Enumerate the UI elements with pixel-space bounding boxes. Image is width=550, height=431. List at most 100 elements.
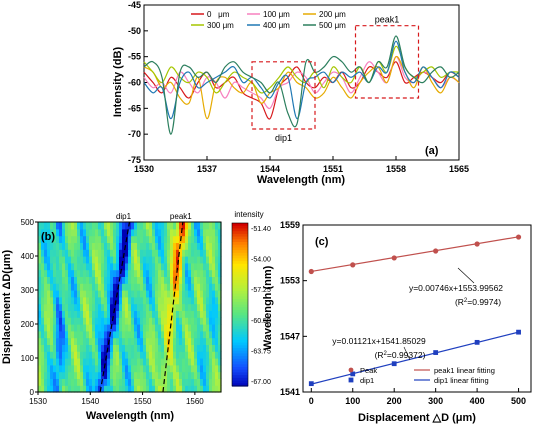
heatmap-cell: [149, 269, 153, 277]
panel-a-ytick-label: -45: [128, 0, 141, 10]
heatmap-cell: [143, 262, 147, 271]
heatmap-cell: [122, 317, 126, 325]
heatmap-cell: [104, 283, 108, 291]
heatmap-cell: [179, 283, 183, 291]
heatmap-cell: [161, 283, 165, 291]
heatmap-cell: [116, 378, 120, 386]
heatmap-cell: [107, 351, 111, 359]
heatmap-cell: [140, 310, 144, 318]
heatmap-cell: [182, 235, 186, 243]
heatmap-cell: [155, 310, 159, 318]
panel-c-xtick-label: 0: [309, 396, 314, 406]
heatmap-cell: [128, 364, 132, 373]
heatmap-cell: [161, 364, 165, 373]
heatmap-cell: [92, 364, 96, 373]
colorbar-segment: [232, 223, 248, 227]
heatmap-cell: [50, 262, 54, 271]
heatmap-cell: [218, 303, 222, 311]
heatmap-cell: [92, 262, 96, 271]
heatmap-cell: [41, 222, 45, 230]
colorbar-segment: [232, 269, 248, 273]
heatmap-cell: [152, 344, 156, 352]
heatmap-cell: [62, 235, 66, 243]
colorbar-segment: [232, 293, 248, 297]
heatmap-cell: [209, 256, 213, 264]
heatmap-cell: [218, 310, 222, 318]
heatmap-cell: [194, 317, 198, 325]
heatmap-cell: [62, 228, 66, 237]
panel-b-trace-lines: dip1 peak1: [99, 212, 192, 393]
heatmap-cell: [50, 256, 54, 264]
heatmap-cell: [182, 222, 186, 230]
heatmap-cell: [74, 283, 78, 291]
heatmap-cell: [131, 283, 135, 291]
heatmap-cell: [218, 256, 222, 264]
heatmap-cell: [86, 222, 90, 230]
heatmap-cell: [203, 296, 207, 305]
heatmap-cell: [131, 378, 135, 386]
heatmap-cell: [92, 303, 96, 311]
heatmap-cell: [218, 364, 222, 373]
heatmap-cell: [125, 330, 129, 339]
legend-marker-dip1: [348, 377, 354, 383]
heatmap-cell: [80, 235, 84, 243]
heatmap-cell: [77, 262, 81, 271]
heatmap-cell: [149, 378, 153, 386]
heatmap-cell: [155, 330, 159, 339]
heatmap-cell: [152, 351, 156, 359]
heatmap-cell: [59, 364, 63, 373]
heatmap-cell: [149, 228, 153, 237]
heatmap-cell: [113, 228, 117, 237]
heatmap-cell: [167, 317, 171, 325]
heatmap-cell: [101, 256, 105, 264]
heatmap-cell: [122, 283, 126, 291]
heatmap-cell: [74, 310, 78, 318]
heatmap-cell: [167, 310, 171, 318]
heatmap-cell: [146, 371, 150, 379]
heatmap-cell: [206, 364, 210, 373]
colorbar-segment: [232, 239, 248, 243]
heatmap-cell: [131, 235, 135, 243]
heatmap-cell: [206, 310, 210, 318]
r-squared-prefix: (R: [455, 297, 464, 307]
heatmap-cell: [89, 249, 93, 257]
heatmap-cell: [41, 296, 45, 305]
heatmap-cell: [146, 262, 150, 271]
heatmap-cell: [44, 385, 48, 393]
panel-a-ytick-label: -75: [128, 155, 141, 165]
heatmap-cell: [146, 283, 150, 291]
heatmap-cell: [194, 276, 198, 284]
heatmap-cell: [50, 371, 54, 379]
heatmap-cell: [173, 344, 177, 352]
heatmap-cell: [56, 303, 60, 311]
heatmap-cell: [170, 242, 174, 250]
heatmap-cell: [38, 283, 42, 291]
heatmap-cell: [119, 235, 123, 243]
heatmap-cell: [41, 344, 45, 352]
heatmap-cell: [182, 385, 186, 393]
heatmap-cell: [113, 303, 117, 311]
panel-a-label: (a): [425, 145, 439, 157]
heatmap-cell: [152, 256, 156, 264]
heatmap-cell: [83, 303, 87, 311]
panel-c-ytick-label: 1541: [280, 387, 300, 397]
heatmap-cell: [125, 317, 129, 325]
heatmap-cell: [212, 358, 216, 366]
heatmap-cell: [101, 242, 105, 250]
heatmap-cell: [83, 371, 87, 379]
heatmap-cell: [197, 337, 201, 345]
heatmap-cell: [134, 242, 138, 250]
heatmap-cell: [200, 358, 204, 366]
heatmap-cell: [119, 290, 123, 298]
heatmap-cell: [74, 330, 78, 339]
heatmap-cell: [77, 310, 81, 318]
heatmap-cell: [119, 337, 123, 345]
heatmap-cell: [122, 276, 126, 284]
heatmap-cell: [185, 378, 189, 386]
heatmap-cell: [191, 371, 195, 379]
heatmap-cell: [140, 228, 144, 237]
heatmap-cell: [122, 269, 126, 277]
heatmap-cell: [218, 242, 222, 250]
heatmap-cell: [197, 296, 201, 305]
heatmap-cell: [74, 296, 78, 305]
